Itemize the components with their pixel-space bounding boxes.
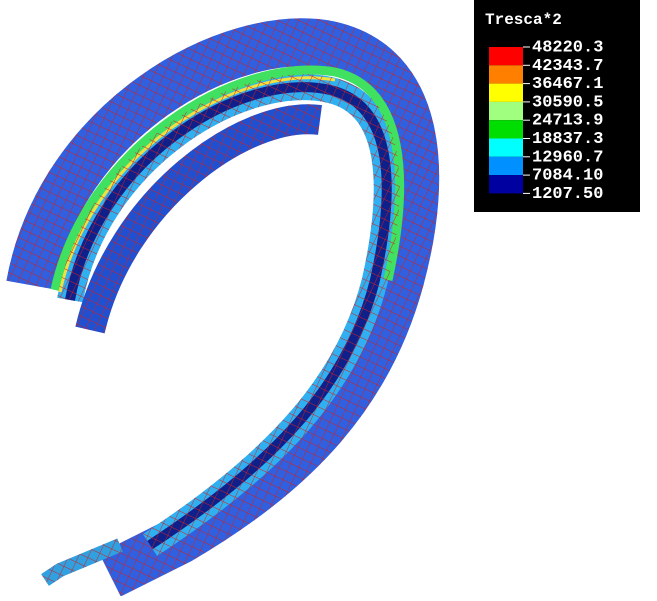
legend-swatch xyxy=(489,65,523,83)
legend-label: 30590.5 xyxy=(532,93,603,112)
legend-swatch xyxy=(489,84,523,102)
page: Tresca*2 48220.342343.736467.130590.5247… xyxy=(0,0,657,601)
legend: Tresca*2 48220.342343.736467.130590.5247… xyxy=(474,0,640,212)
legend-label: 24713.9 xyxy=(532,112,603,131)
legend-swatch xyxy=(489,157,523,175)
legend-label: 12960.7 xyxy=(532,148,603,167)
legend-label: 18837.3 xyxy=(532,130,603,149)
legend-swatch xyxy=(489,102,523,120)
legend-label: 42343.7 xyxy=(532,57,603,76)
legend-swatch xyxy=(489,120,523,138)
legend-label: 7084.10 xyxy=(532,167,603,186)
legend-label: 48220.3 xyxy=(532,38,603,57)
mesh-model xyxy=(30,42,415,580)
legend-label: 1207.50 xyxy=(532,185,603,204)
legend-swatch xyxy=(489,139,523,157)
legend-swatch xyxy=(489,175,523,193)
legend-label: 36467.1 xyxy=(532,75,603,94)
stress-plot: Tresca*2 48220.342343.736467.130590.5247… xyxy=(0,0,657,596)
legend-swatch xyxy=(489,47,523,65)
legend-title: Tresca*2 xyxy=(485,11,562,29)
